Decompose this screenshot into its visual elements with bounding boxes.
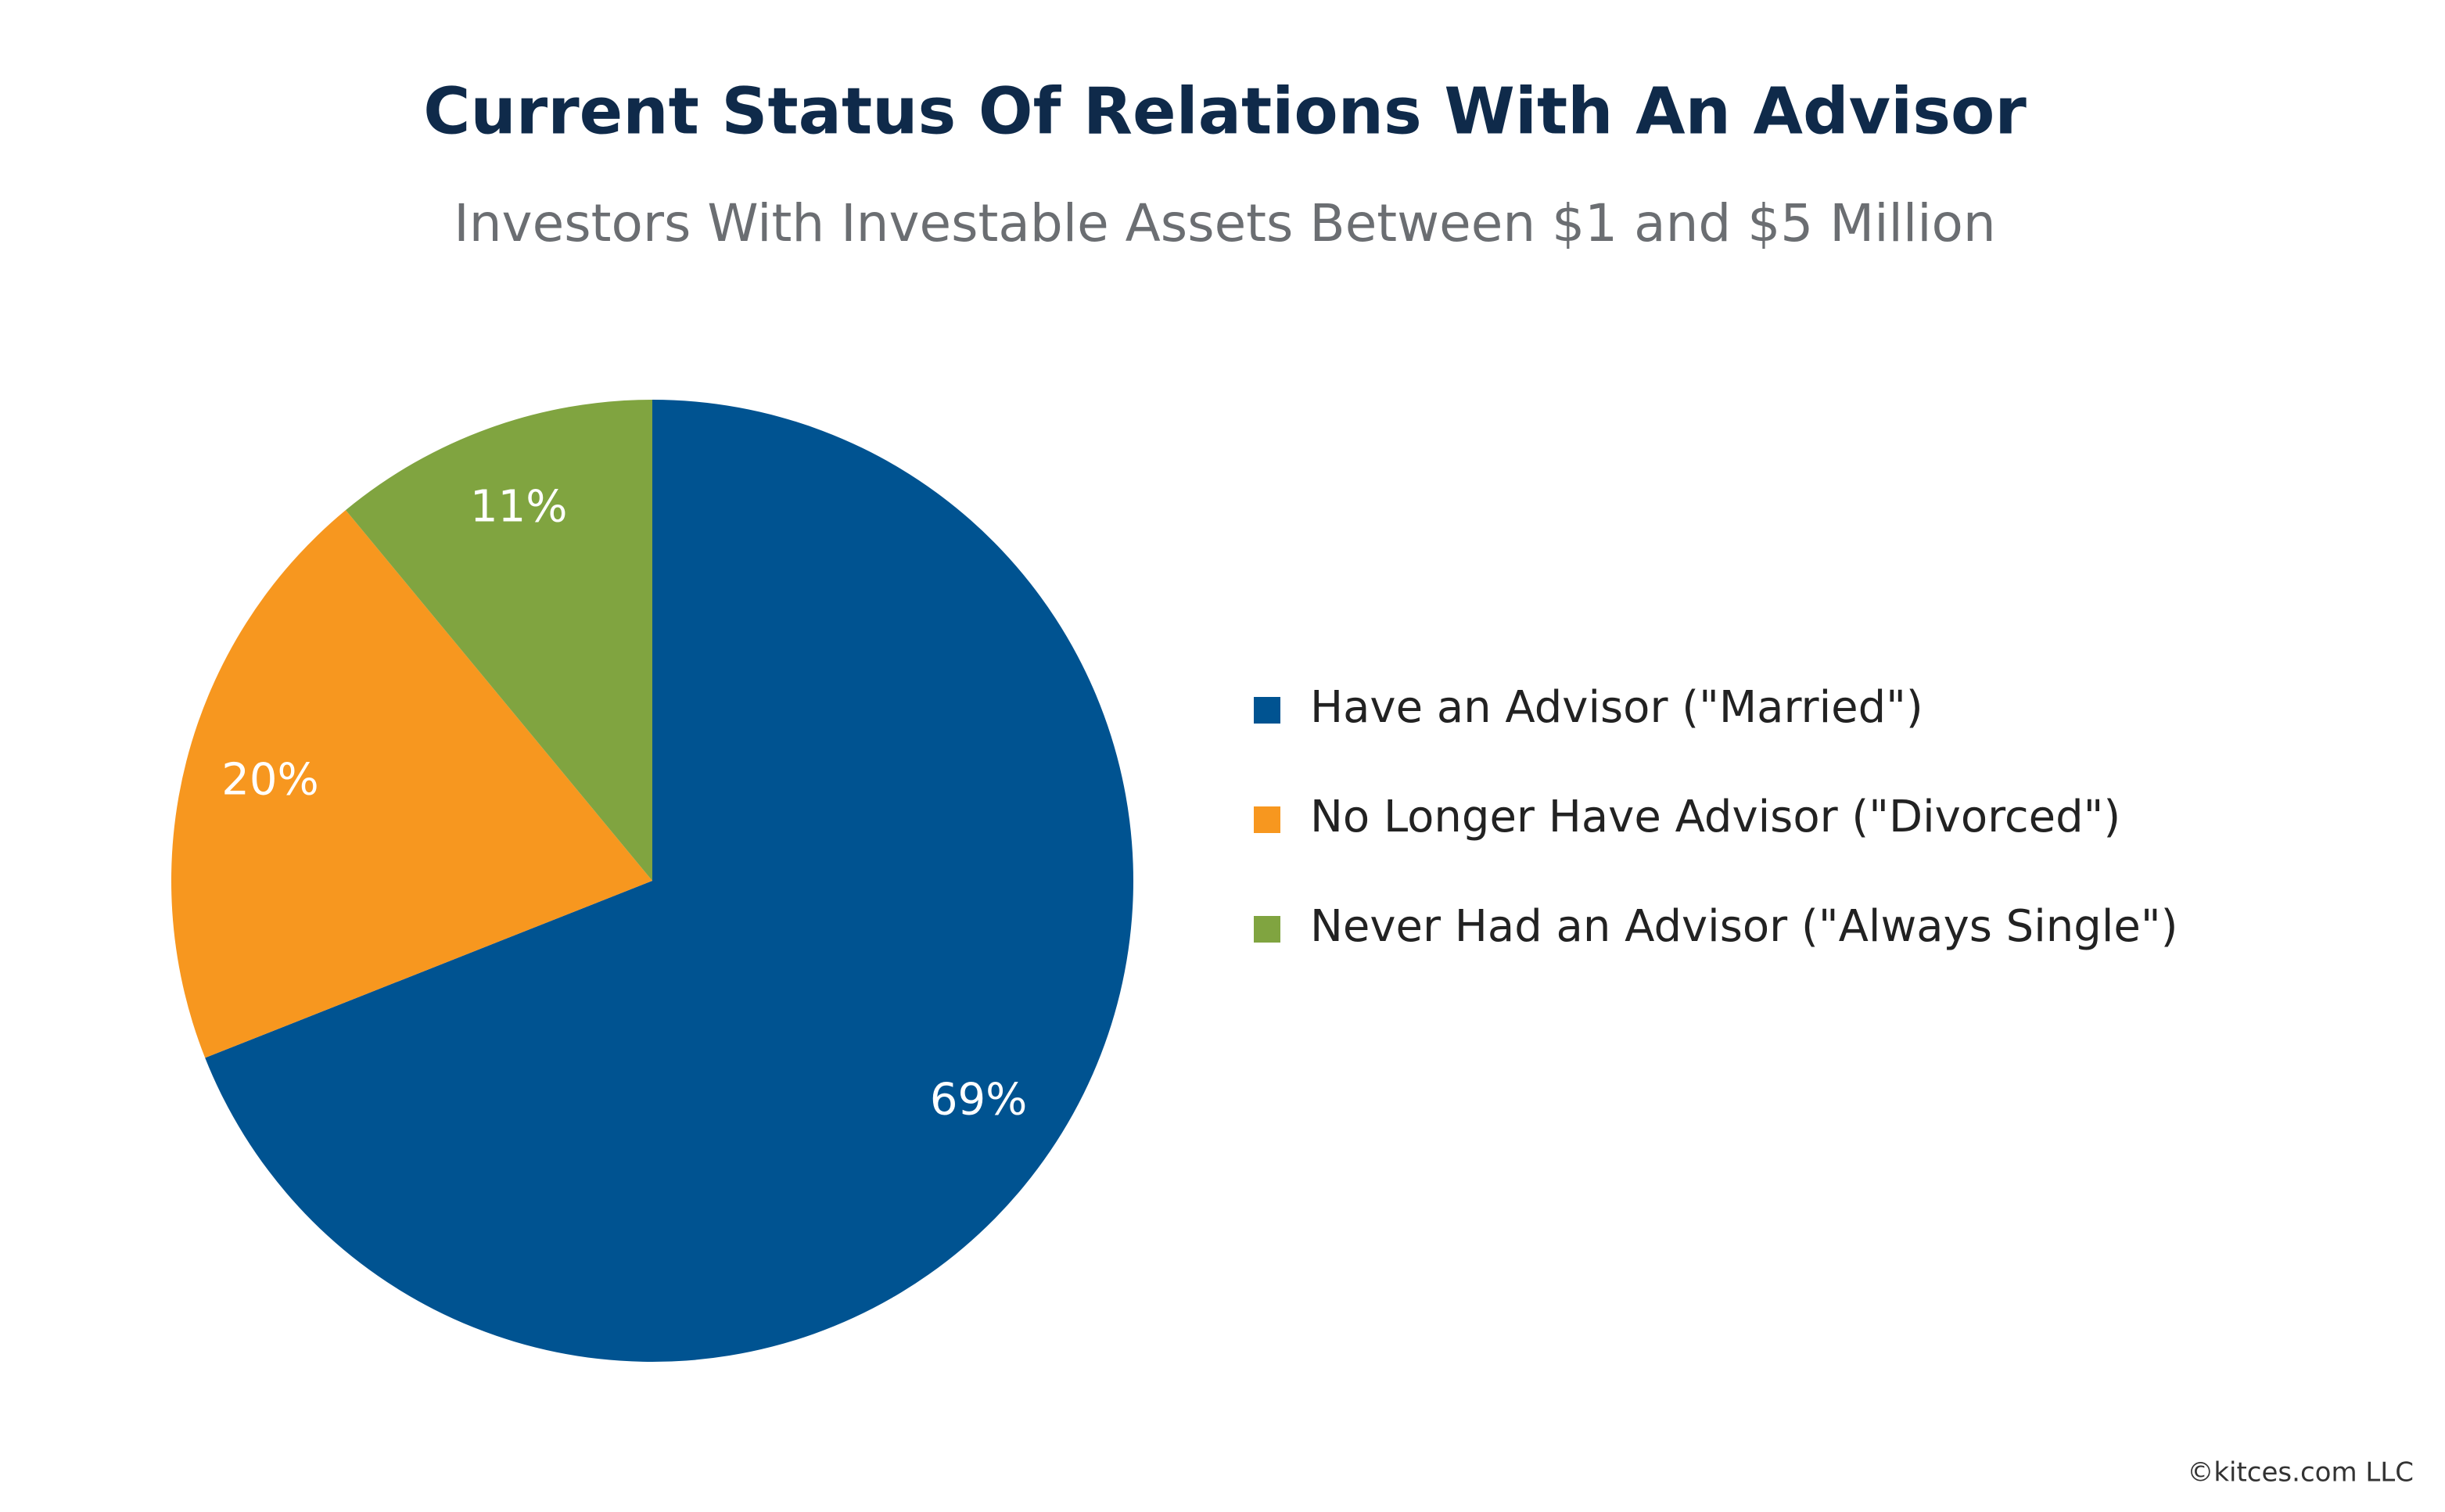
source-credit: ©kitces.com LLC (2187, 1457, 2414, 1489)
pie-slice (205, 400, 1133, 1362)
legend-swatch (1254, 916, 1280, 943)
chart-title: Current Status Of Relations With An Advi… (423, 74, 2027, 149)
legend-swatch (1254, 806, 1280, 833)
legend-swatch (1254, 697, 1280, 724)
pie-slice (345, 400, 652, 881)
legend-label: Never Had an Advisor ("Always Single") (1310, 901, 2178, 952)
legend-label: No Longer Have Advisor ("Divorced") (1310, 792, 2120, 842)
legend-label: Have an Advisor ("Married") (1310, 682, 1923, 733)
chart-subtitle: Investors With Investable Assets Between… (454, 193, 1996, 253)
data-label: 69% (930, 1075, 1027, 1126)
pie-slice (171, 510, 652, 1058)
data-label: 11% (470, 482, 567, 533)
data-label: 20% (221, 755, 318, 806)
